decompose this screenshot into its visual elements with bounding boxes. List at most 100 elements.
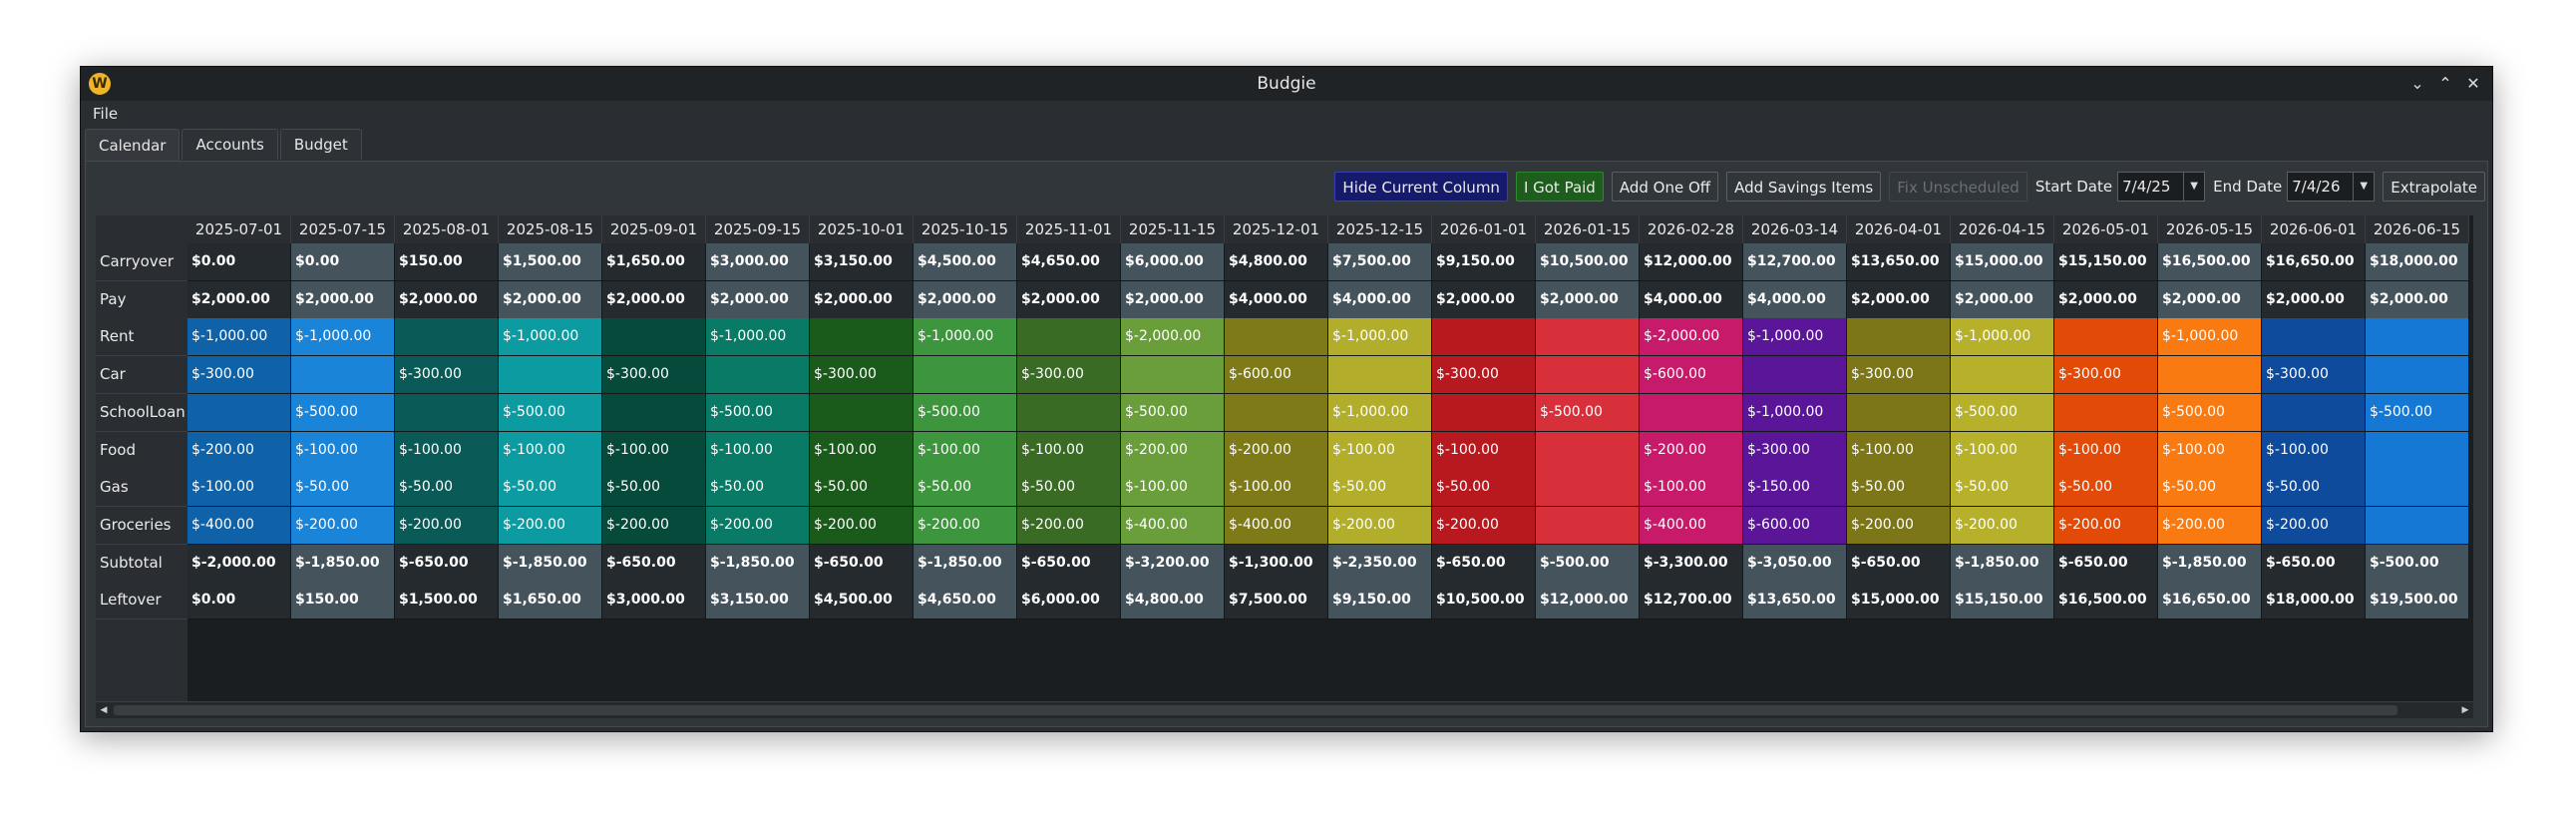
table-cell[interactable]: $2,000.00 (2158, 280, 2262, 319)
table-cell[interactable]: $9,150.00 (1432, 243, 1536, 281)
table-cell[interactable]: $-200.00 (2054, 506, 2158, 545)
table-cell[interactable]: $3,000.00 (602, 582, 706, 621)
table-cell[interactable] (2054, 318, 2158, 357)
calendar-table[interactable]: 2025-07-01 2025-07-15 2025-08-01 2025-08-15… (96, 215, 2473, 701)
table-cell[interactable]: $-600.00 (1225, 356, 1328, 395)
table-cell[interactable]: $16,650.00 (2262, 243, 2366, 281)
table-cell[interactable]: $-200.00 (1121, 431, 1225, 470)
extrapolate-button[interactable]: Extrapolate (2383, 172, 2485, 202)
table-cell[interactable]: $-3,050.00 (1743, 544, 1847, 583)
table-cell[interactable]: $16,650.00 (2158, 582, 2262, 621)
table-cell[interactable]: $-50.00 (2262, 469, 2366, 508)
scrollbar-thumb[interactable] (114, 705, 2397, 715)
table-cell[interactable]: $-300.00 (602, 356, 706, 395)
table-cell[interactable]: $-100.00 (1640, 469, 1743, 508)
table-cell[interactable] (1432, 393, 1536, 432)
table-cell[interactable]: $-500.00 (1536, 544, 1640, 583)
table-cell[interactable]: $2,000.00 (706, 280, 810, 319)
table-cell[interactable]: $-200.00 (291, 506, 395, 545)
table-cell[interactable]: $1,500.00 (499, 243, 602, 281)
table-cell[interactable]: $-100.00 (1121, 469, 1225, 508)
table-cell[interactable] (2262, 393, 2366, 432)
table-cell[interactable]: $0.00 (187, 582, 291, 621)
table-cell[interactable] (395, 318, 499, 357)
table-cell[interactable]: $-300.00 (1432, 356, 1536, 395)
table-cell[interactable]: $-2,000.00 (1121, 318, 1225, 357)
table-cell[interactable]: $2,000.00 (187, 280, 291, 319)
table-cell[interactable]: $150.00 (395, 243, 499, 281)
table-cell[interactable]: $-100.00 (1225, 469, 1328, 508)
table-cell[interactable]: $-100.00 (2158, 431, 2262, 470)
table-cell[interactable]: $-200.00 (1225, 431, 1328, 470)
table-cell[interactable]: $-100.00 (914, 431, 1017, 470)
table-cell[interactable]: $3,150.00 (706, 582, 810, 621)
table-cell[interactable]: $-200.00 (706, 506, 810, 545)
table-cell[interactable]: $-300.00 (395, 356, 499, 395)
column-header[interactable]: 2025-08-01 (395, 215, 499, 243)
table-cell[interactable]: $-1,850.00 (291, 544, 395, 583)
table-cell[interactable]: $15,150.00 (1951, 582, 2054, 621)
table-cell[interactable]: $-100.00 (2054, 431, 2158, 470)
table-cell[interactable]: $-100.00 (187, 469, 291, 508)
table-cell[interactable]: $150.00 (291, 582, 395, 621)
table-cell[interactable]: $-100.00 (602, 431, 706, 470)
table-cell[interactable]: $-200.00 (1847, 506, 1951, 545)
table-cell[interactable] (810, 393, 914, 432)
column-header[interactable]: 2025-11-01 (1017, 215, 1121, 243)
menu-file[interactable]: File (93, 105, 119, 123)
table-cell[interactable]: $-100.00 (1017, 431, 1121, 470)
table-cell[interactable]: $15,000.00 (1951, 243, 2054, 281)
table-cell[interactable]: $-100.00 (499, 431, 602, 470)
column-header[interactable]: 2026-01-01 (1432, 215, 1536, 243)
chevron-down-icon[interactable]: ▼ (2183, 173, 2204, 201)
table-cell[interactable]: $12,700.00 (1743, 243, 1847, 281)
table-cell[interactable]: $2,000.00 (1121, 280, 1225, 319)
table-cell[interactable]: $2,000.00 (499, 280, 602, 319)
add-one-off-button[interactable]: Add One Off (1611, 172, 1719, 202)
table-cell[interactable]: $-3,300.00 (1640, 544, 1743, 583)
close-icon[interactable]: ✕ (2466, 74, 2480, 93)
table-cell[interactable]: $6,000.00 (1017, 582, 1121, 621)
table-cell[interactable]: $1,650.00 (602, 243, 706, 281)
table-cell[interactable]: $-2,350.00 (1328, 544, 1432, 583)
table-cell[interactable]: $2,000.00 (1536, 280, 1640, 319)
tab-accounts[interactable]: Accounts (182, 129, 278, 160)
table-cell[interactable]: $-500.00 (1121, 393, 1225, 432)
table-cell[interactable]: $-200.00 (914, 506, 1017, 545)
table-cell[interactable]: $4,000.00 (1743, 280, 1847, 319)
table-cell[interactable]: $3,000.00 (706, 243, 810, 281)
table-cell[interactable]: $2,000.00 (810, 280, 914, 319)
tab-calendar[interactable]: Calendar (85, 129, 181, 162)
table-cell[interactable]: $-650.00 (395, 544, 499, 583)
table-cell[interactable]: $-500.00 (2366, 544, 2469, 583)
table-cell[interactable]: $-300.00 (1017, 356, 1121, 395)
table-cell[interactable]: $-3,200.00 (1121, 544, 1225, 583)
table-cell[interactable]: $-50.00 (1951, 469, 2054, 508)
table-cell[interactable]: $-200.00 (1432, 506, 1536, 545)
table-cell[interactable] (1536, 318, 1640, 357)
table-cell[interactable]: $-150.00 (1743, 469, 1847, 508)
table-cell[interactable]: $-1,850.00 (2158, 544, 2262, 583)
table-cell[interactable] (2158, 356, 2262, 395)
table-cell[interactable]: $-500.00 (291, 393, 395, 432)
table-cell[interactable]: $-600.00 (1743, 506, 1847, 545)
table-cell[interactable]: $1,650.00 (499, 582, 602, 621)
table-cell[interactable]: $15,150.00 (2054, 243, 2158, 281)
table-cell[interactable]: $-500.00 (1536, 393, 1640, 432)
table-cell[interactable]: $-100.00 (2262, 431, 2366, 470)
table-cell[interactable]: $15,000.00 (1847, 582, 1951, 621)
column-header[interactable]: 2026-05-01 (2054, 215, 2158, 243)
table-cell[interactable]: $-100.00 (395, 431, 499, 470)
table-cell[interactable]: $-650.00 (1847, 544, 1951, 583)
table-cell[interactable]: $-500.00 (2366, 393, 2469, 432)
table-cell[interactable]: $2,000.00 (1017, 280, 1121, 319)
table-cell[interactable] (810, 318, 914, 357)
table-cell[interactable]: $2,000.00 (1951, 280, 2054, 319)
table-cell[interactable] (1328, 356, 1432, 395)
hide-current-column-button[interactable]: Hide Current Column (1334, 172, 1508, 202)
table-cell[interactable]: $4,000.00 (1640, 280, 1743, 319)
table-cell[interactable]: $19,500.00 (2366, 582, 2469, 621)
table-cell[interactable] (1847, 393, 1951, 432)
table-cell[interactable] (499, 356, 602, 395)
table-cell[interactable]: $-200.00 (1640, 431, 1743, 470)
